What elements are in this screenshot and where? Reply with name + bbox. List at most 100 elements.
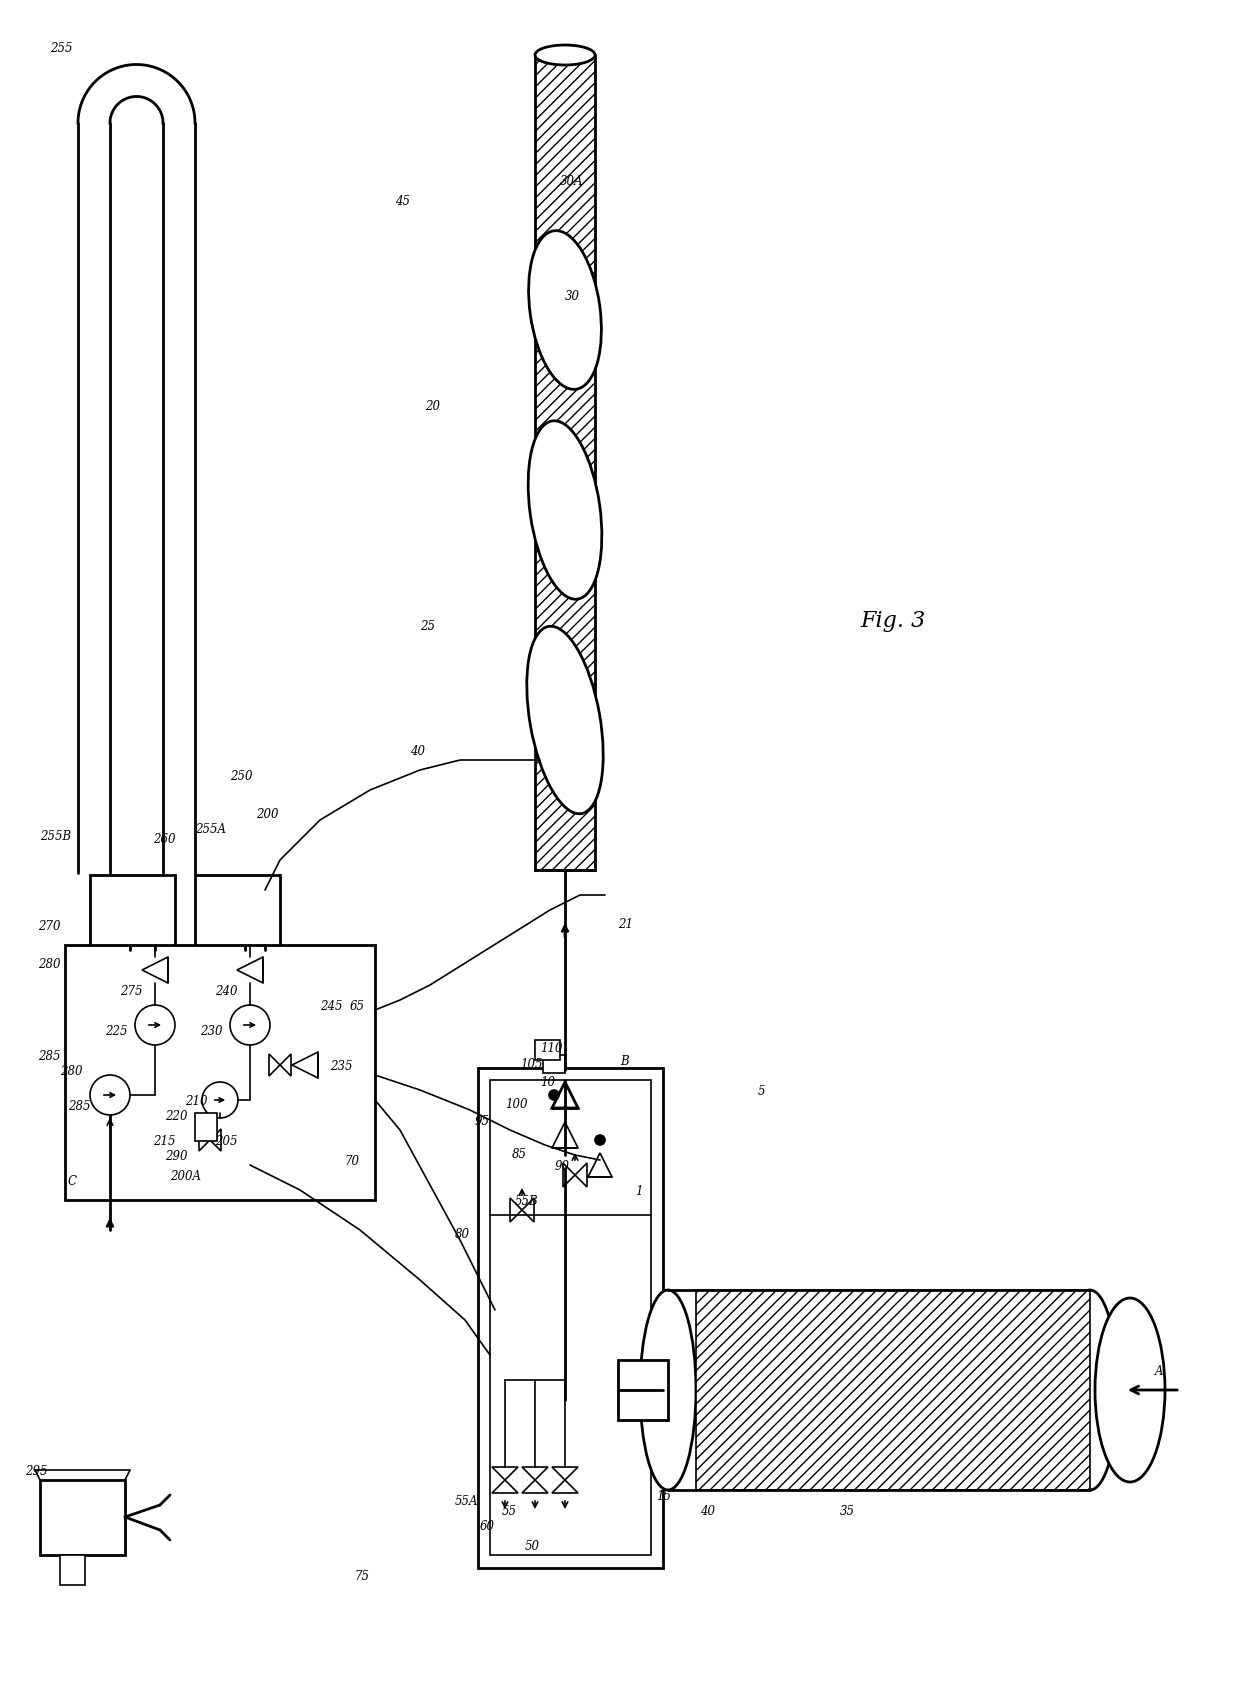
Polygon shape <box>291 1052 317 1078</box>
Bar <box>91 876 175 950</box>
Circle shape <box>202 1083 238 1118</box>
Polygon shape <box>552 1480 578 1493</box>
Text: 285: 285 <box>38 1050 61 1062</box>
Bar <box>477 1067 663 1568</box>
Text: 200: 200 <box>255 808 279 821</box>
Text: 75: 75 <box>355 1570 370 1583</box>
Text: 50: 50 <box>525 1539 539 1553</box>
Polygon shape <box>522 1480 548 1493</box>
Bar <box>60 1554 86 1585</box>
Text: 240: 240 <box>215 984 238 998</box>
Polygon shape <box>563 1162 575 1186</box>
Polygon shape <box>552 1083 578 1108</box>
Text: 235: 235 <box>330 1061 352 1073</box>
Circle shape <box>549 1089 559 1100</box>
Polygon shape <box>198 1129 210 1151</box>
Polygon shape <box>210 1129 221 1151</box>
Text: 205: 205 <box>215 1135 238 1147</box>
Ellipse shape <box>1095 1298 1166 1481</box>
Ellipse shape <box>527 626 603 815</box>
Text: 30A: 30A <box>560 175 584 188</box>
Text: 55: 55 <box>502 1505 517 1519</box>
Text: 250: 250 <box>229 770 253 782</box>
Text: 225: 225 <box>105 1025 128 1039</box>
Circle shape <box>229 1005 270 1045</box>
Text: 55A: 55A <box>455 1495 479 1509</box>
Polygon shape <box>492 1466 518 1480</box>
Bar <box>696 1290 1090 1490</box>
Text: 55B: 55B <box>515 1195 538 1208</box>
Text: 230: 230 <box>200 1025 222 1039</box>
Polygon shape <box>492 1480 518 1493</box>
Text: 255B: 255B <box>40 830 71 843</box>
Bar <box>490 1079 651 1554</box>
Text: 280: 280 <box>60 1066 83 1078</box>
Text: 85: 85 <box>512 1147 527 1161</box>
Text: 80: 80 <box>455 1229 470 1241</box>
Text: 200A: 200A <box>170 1169 201 1183</box>
Text: 30: 30 <box>565 290 580 304</box>
Text: Fig. 3: Fig. 3 <box>861 609 925 631</box>
Text: 21: 21 <box>618 918 632 932</box>
Circle shape <box>91 1074 130 1115</box>
Text: 25: 25 <box>420 619 435 633</box>
Polygon shape <box>522 1198 534 1222</box>
Text: 40: 40 <box>410 745 425 759</box>
Text: 65: 65 <box>350 1000 365 1013</box>
Bar <box>195 1113 217 1140</box>
Polygon shape <box>588 1152 613 1178</box>
Bar <box>618 1359 668 1420</box>
Text: 95: 95 <box>475 1115 490 1129</box>
Ellipse shape <box>534 46 595 64</box>
Text: 280: 280 <box>38 959 61 971</box>
Bar <box>534 1040 560 1061</box>
Text: 35: 35 <box>839 1505 856 1519</box>
Text: 90: 90 <box>556 1161 570 1173</box>
Ellipse shape <box>528 231 601 389</box>
Circle shape <box>595 1135 605 1145</box>
Bar <box>195 876 280 950</box>
Ellipse shape <box>640 1290 696 1490</box>
Text: 10: 10 <box>539 1076 556 1089</box>
Text: 1: 1 <box>635 1185 642 1198</box>
Text: 70: 70 <box>345 1156 360 1168</box>
Ellipse shape <box>1061 1290 1118 1490</box>
Text: C: C <box>68 1174 77 1188</box>
Bar <box>40 1480 125 1554</box>
Text: 210: 210 <box>185 1095 207 1108</box>
Text: 45: 45 <box>396 195 410 209</box>
Text: 110: 110 <box>539 1042 563 1056</box>
Polygon shape <box>143 957 167 983</box>
Text: 20: 20 <box>425 400 440 412</box>
Text: 220: 220 <box>165 1110 187 1123</box>
Text: 290: 290 <box>165 1151 187 1162</box>
Polygon shape <box>237 957 263 983</box>
Polygon shape <box>575 1162 587 1186</box>
Polygon shape <box>552 1466 578 1480</box>
Text: 105: 105 <box>520 1057 543 1071</box>
Text: 100: 100 <box>505 1098 527 1112</box>
Polygon shape <box>552 1122 578 1147</box>
Text: 15: 15 <box>656 1490 671 1504</box>
Text: 40: 40 <box>701 1505 715 1519</box>
Text: A: A <box>1154 1364 1163 1378</box>
Polygon shape <box>269 1054 280 1076</box>
Bar <box>534 54 595 871</box>
Text: 245: 245 <box>320 1000 342 1013</box>
Ellipse shape <box>528 421 601 599</box>
Text: 5: 5 <box>758 1084 765 1098</box>
Polygon shape <box>510 1198 522 1222</box>
Text: 275: 275 <box>120 984 143 998</box>
Circle shape <box>135 1005 175 1045</box>
Text: B: B <box>620 1056 629 1067</box>
Text: 255A: 255A <box>195 823 226 837</box>
Polygon shape <box>522 1466 548 1480</box>
Text: 255: 255 <box>50 42 72 54</box>
Bar <box>543 1056 565 1073</box>
Bar <box>64 945 374 1200</box>
Text: 285: 285 <box>68 1100 91 1113</box>
Text: 295: 295 <box>25 1465 47 1478</box>
Text: 270: 270 <box>38 920 61 933</box>
Text: 260: 260 <box>153 833 176 847</box>
Text: 215: 215 <box>153 1135 176 1147</box>
